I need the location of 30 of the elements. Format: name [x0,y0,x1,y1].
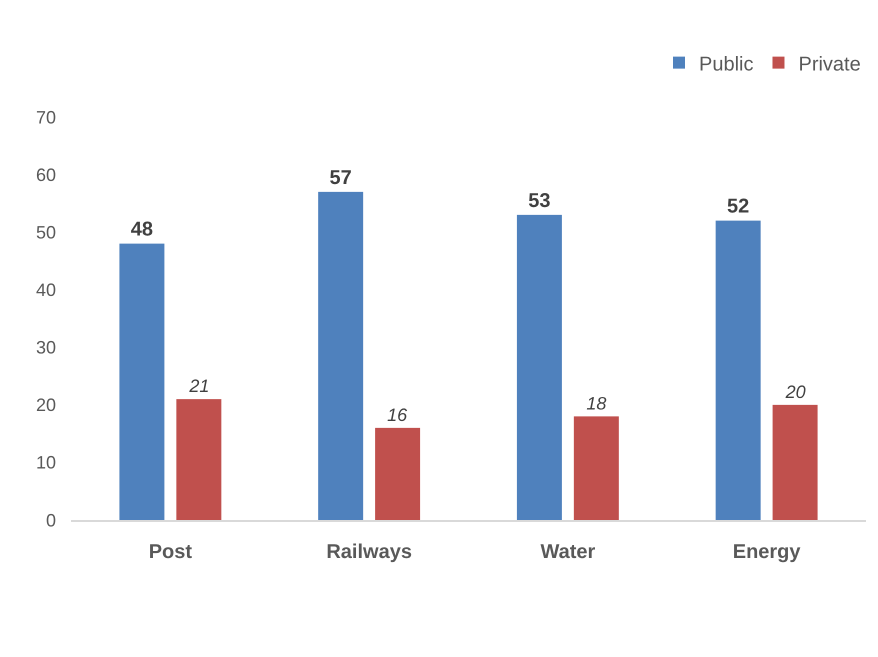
legend-label: Private [798,53,861,76]
data-label: 48 [130,218,154,241]
y-tick-label: 70 [36,107,56,128]
bar [119,244,164,520]
bar [318,192,364,520]
bar [574,416,619,520]
y-tick-label: 60 [36,164,56,185]
bar [716,220,761,520]
y-tick-label: 40 [36,280,56,300]
y-tick-label: 10 [36,452,56,473]
data-label: 52 [727,196,750,218]
bar [772,404,818,520]
x-tick-label: Railways [326,541,412,563]
x-tick-label: Energy [732,541,802,563]
data-label: 18 [586,393,606,414]
x-tick-label: Post [148,541,192,563]
y-tick-label: 50 [36,222,56,242]
data-label: 21 [188,376,210,396]
data-label: 20 [784,382,806,402]
y-tick-label: 0 [46,510,56,530]
data-label: 53 [528,190,551,212]
y-tick-label: 20 [36,395,56,416]
data-label: 16 [387,404,408,425]
x-tick-label: Water [540,541,596,563]
bar [516,214,562,520]
y-tick-label: 30 [36,338,56,358]
bar [375,428,420,520]
legend-label: Public [699,53,754,76]
bar [176,399,222,520]
data-label: 57 [330,166,352,189]
